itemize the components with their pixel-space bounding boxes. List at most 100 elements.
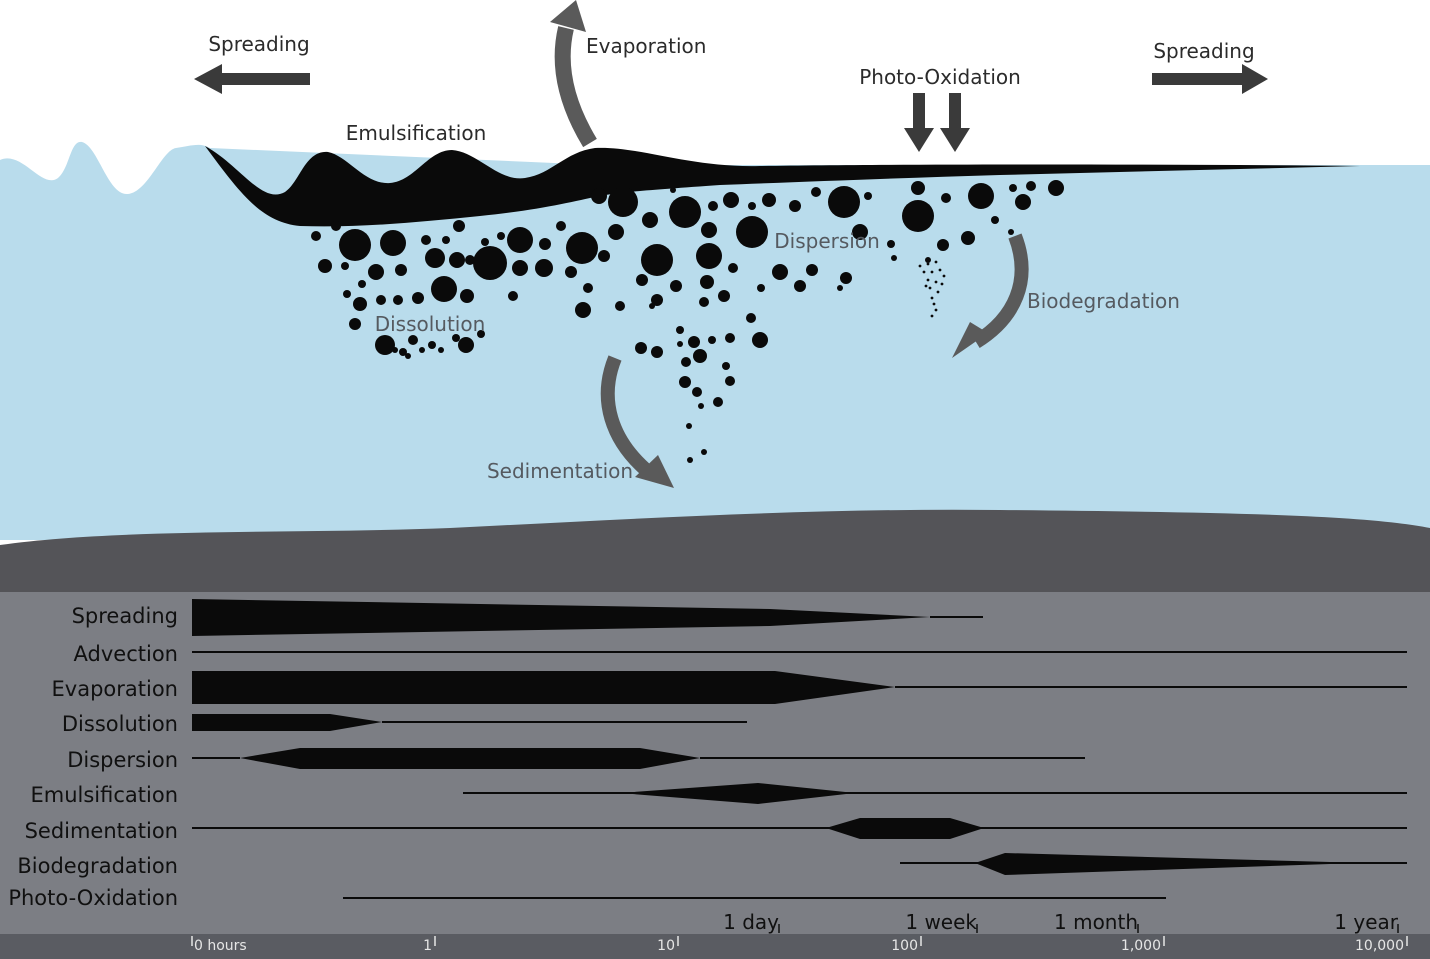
oil-droplet: [670, 280, 682, 292]
oil-droplet: [891, 255, 897, 261]
row-label-evaporation: Evaporation: [52, 677, 178, 701]
biodegradation-particle: [936, 290, 940, 294]
oil-droplet: [752, 332, 768, 348]
row-label-sedimentation: Sedimentation: [25, 819, 178, 843]
row-label-dispersion: Dispersion: [67, 748, 178, 772]
unit-label-year: 1 year: [1334, 910, 1398, 934]
time-axis-bar: [0, 934, 1430, 959]
tick-label-10000: 10,000: [1355, 938, 1404, 954]
oil-droplet: [358, 280, 366, 288]
oil-droplet: [713, 397, 723, 407]
oil-droplet: [368, 264, 384, 280]
oil-droplet: [736, 216, 768, 248]
oil-droplet: [438, 347, 444, 353]
oil-droplet: [686, 423, 692, 429]
oil-droplet: [692, 387, 702, 397]
emulsification-label: Emulsification: [346, 121, 487, 145]
oil-droplet: [425, 248, 445, 268]
evaporation-label: Evaporation: [586, 34, 706, 58]
evaporation-arrowhead: [550, 0, 586, 32]
oil-droplet: [375, 335, 395, 355]
biodegradation-particle: [930, 314, 934, 318]
tick-label-100: 100: [891, 938, 918, 954]
spreading-left-label: Spreading: [208, 32, 309, 56]
oil-droplet: [591, 188, 607, 204]
oil-droplet: [649, 303, 655, 309]
biodegradation-particle: [934, 308, 938, 312]
oil-droplet: [399, 348, 407, 356]
oil-droplet: [556, 221, 566, 231]
oil-droplet: [840, 272, 852, 284]
oil-droplet: [723, 192, 739, 208]
sedimentation-arrow: [600, 355, 651, 476]
oil-droplet: [318, 259, 332, 273]
biodegradation-particle: [934, 260, 938, 264]
oil-droplet: [641, 244, 673, 276]
dissolution-label: Dissolution: [375, 312, 486, 336]
oil-droplet: [442, 236, 450, 244]
oil-droplet: [1015, 194, 1031, 210]
photo-oxidation-arrow-right: [940, 93, 970, 152]
oil-droplet: [565, 266, 577, 278]
spreading-left-arrow: [194, 64, 310, 94]
oil-droplet: [376, 295, 386, 305]
oil-droplet: [693, 349, 707, 363]
oil-droplet: [718, 290, 730, 302]
biodegradation-particle: [930, 270, 934, 274]
biodegradation-particle: [918, 264, 922, 268]
oil-droplet: [583, 283, 593, 293]
photo-oxidation-label: Photo-Oxidation: [859, 65, 1021, 89]
oil-droplet: [700, 275, 714, 289]
oil-droplet: [811, 187, 821, 197]
oil-droplet: [676, 326, 684, 334]
oil-droplet: [699, 297, 709, 307]
evaporation-arrow: [554, 26, 597, 148]
oil-droplets: [311, 180, 1064, 463]
oil-droplet: [535, 259, 553, 277]
biodegradation-particle: [928, 286, 932, 290]
oil-droplet: [331, 221, 341, 231]
oil-droplet: [725, 333, 735, 343]
oil-droplet: [679, 376, 691, 388]
oil-droplet: [925, 257, 931, 263]
oil-droplet: [405, 353, 411, 359]
biodegradation-particle: [934, 280, 938, 284]
oil-droplet: [458, 337, 474, 353]
oil-droplet: [473, 246, 507, 280]
oil-droplet: [575, 302, 591, 318]
oil-droplet: [343, 290, 351, 298]
biodegradation-arrowhead: [952, 322, 988, 358]
bar-biodegradation: [975, 853, 1330, 875]
bar-sedimentation: [826, 818, 984, 839]
oil-droplet: [837, 285, 843, 291]
oil-droplet: [636, 274, 648, 286]
oil-droplet: [341, 262, 349, 270]
oil-droplet: [311, 231, 321, 241]
oil-droplet: [392, 347, 398, 353]
spreading-right-arrow: [1152, 64, 1268, 94]
tick-label-1: 1: [423, 938, 432, 954]
oil-droplet: [452, 334, 460, 342]
oil-droplet: [512, 260, 528, 276]
row-labels: Spreading Advection Evaporation Dissolut…: [8, 604, 178, 910]
spreading-right-label: Spreading: [1153, 39, 1254, 63]
oil-droplet: [431, 276, 457, 302]
biodegradation-particle: [942, 274, 946, 278]
oil-droplet: [688, 336, 700, 348]
seabed: [0, 509, 1430, 592]
oil-droplet: [748, 202, 756, 210]
oil-droplet: [460, 289, 474, 303]
biodegradation-arrow: [972, 233, 1029, 348]
oil-droplet: [968, 183, 994, 209]
oil-slick: [205, 146, 1360, 227]
oil-droplet: [353, 297, 367, 311]
axis-ticks: [191, 936, 1408, 946]
oil-droplet: [349, 318, 361, 330]
oil-droplet: [465, 255, 475, 265]
oil-droplet: [508, 291, 518, 301]
oil-droplet: [481, 238, 489, 246]
oil-droplet: [412, 292, 424, 304]
oil-droplet: [421, 235, 431, 245]
